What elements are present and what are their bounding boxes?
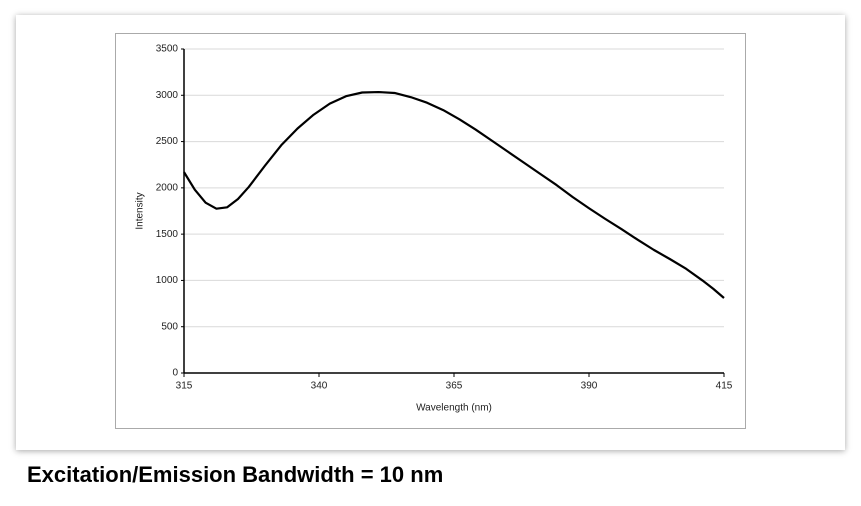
x-axis-label: Wavelength (nm) <box>416 403 492 414</box>
y-tick-label: 1000 <box>156 275 179 286</box>
y-tick-label: 3000 <box>156 90 179 101</box>
y-tick-label: 1500 <box>156 229 179 240</box>
data-line <box>183 90 725 299</box>
y-axis-label: Intensity <box>135 192 146 229</box>
y-tick-label: 2500 <box>156 136 179 147</box>
x-tick-label: 415 <box>716 381 733 392</box>
x-tick-label: 340 <box>311 381 328 392</box>
y-tick-label: 2000 <box>156 182 179 193</box>
y-tick-label: 500 <box>161 321 178 332</box>
x-tick-label: 315 <box>176 381 193 392</box>
x-tick-label: 390 <box>581 381 598 392</box>
chart-border <box>115 33 746 429</box>
x-tick-label: 365 <box>446 381 463 392</box>
caption: Excitation/Emission Bandwidth = 10 nm <box>27 462 444 487</box>
y-tick-label: 3500 <box>156 44 179 55</box>
y-tick-label: 0 <box>172 368 178 379</box>
